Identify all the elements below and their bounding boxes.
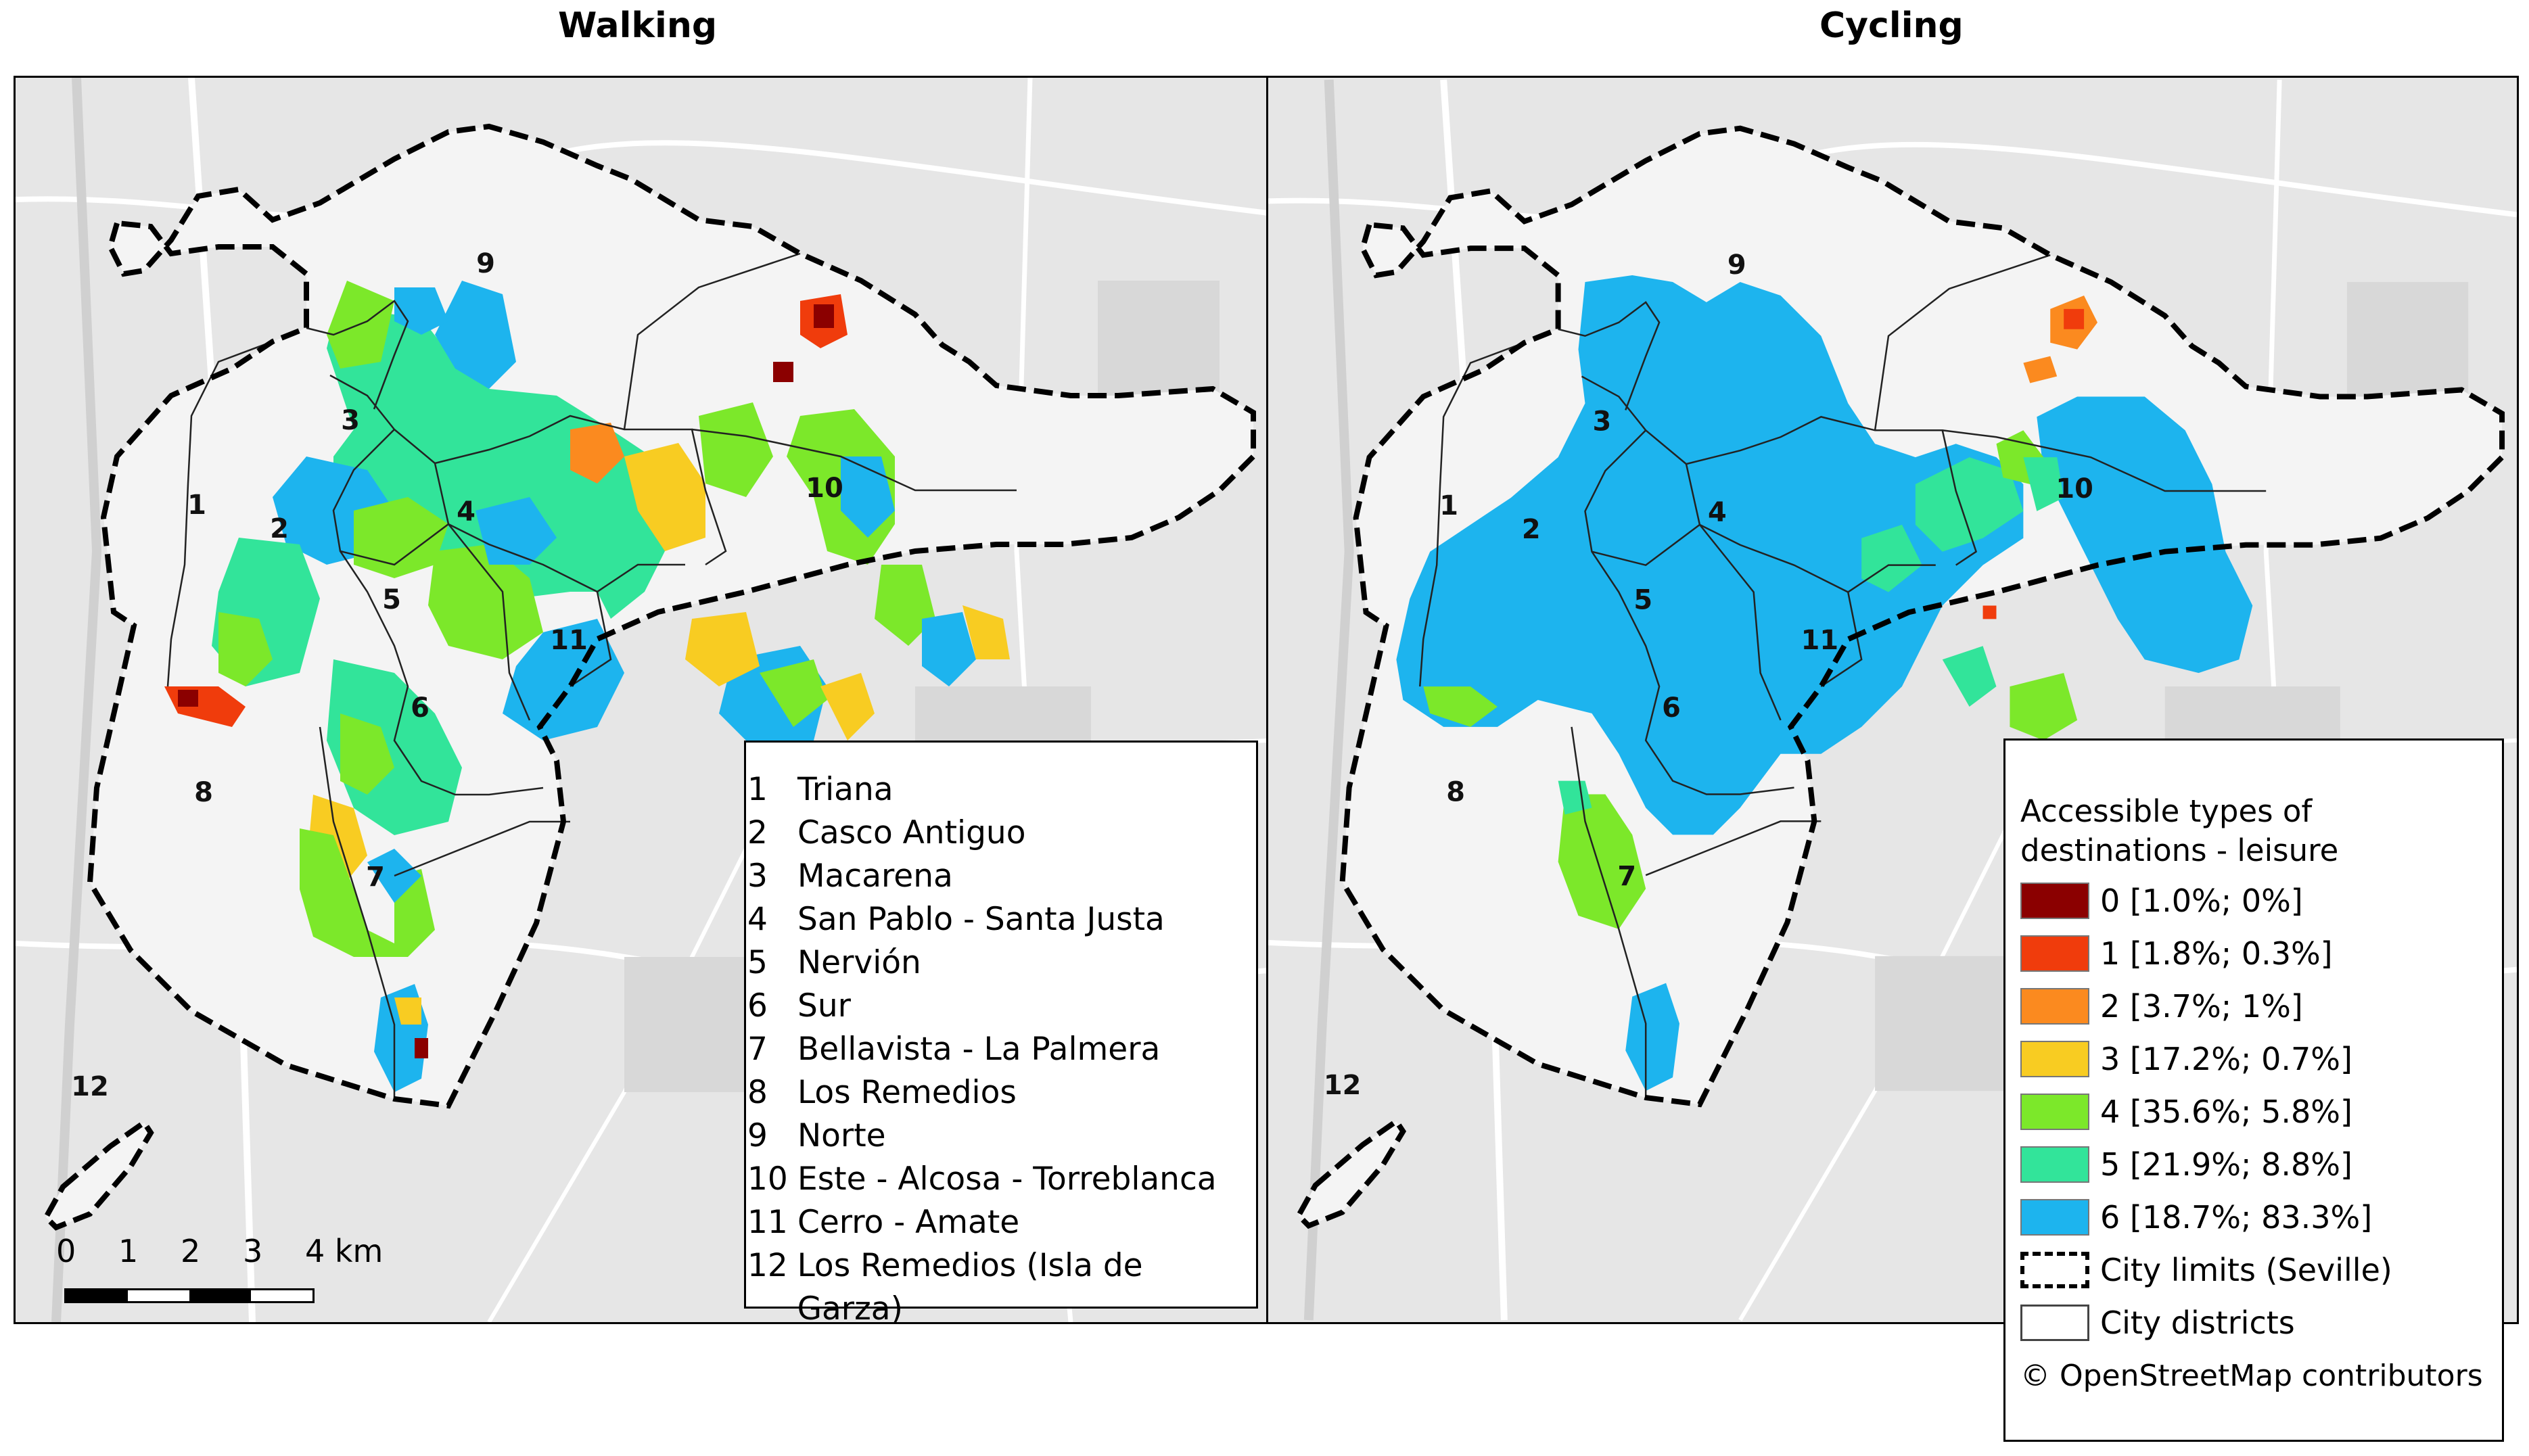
district-number-11: 11 bbox=[1801, 625, 1838, 656]
legend-title-line1: Accessible types of bbox=[2020, 793, 2313, 829]
legend-title-line2: destinations - leisure bbox=[2020, 832, 2339, 868]
legend-item-city-limits: City limits (Seville) bbox=[2020, 1244, 2502, 1296]
list-item: 9 Norte bbox=[747, 1117, 886, 1154]
scale-label-3: 3 bbox=[243, 1233, 263, 1269]
scale-bar-graphic bbox=[64, 1288, 315, 1303]
cycling-map-canvas: 1 2 3 4 5 6 7 8 9 10 11 12 bbox=[1268, 79, 2517, 1321]
legend-item-2: 2 [3.7%; 1%] bbox=[2020, 980, 2502, 1033]
list-item: 2 Casco Antiguo bbox=[747, 814, 1026, 851]
swatch-2 bbox=[2020, 988, 2089, 1025]
list-item: 4 San Pablo - Santa Justa bbox=[747, 901, 1165, 938]
district-number-7: 7 bbox=[366, 862, 385, 893]
district-number-6: 6 bbox=[411, 692, 430, 724]
accessibility-hexbins-cycling bbox=[1396, 275, 2253, 1091]
district-number-3: 3 bbox=[341, 405, 360, 436]
district-number-2: 2 bbox=[1522, 514, 1541, 545]
legend-item-0: 0 [1.0%; 0%] bbox=[2020, 874, 2502, 927]
district-number-1: 1 bbox=[1439, 490, 1458, 521]
district-number-9: 9 bbox=[1727, 250, 1746, 281]
scale-label-2: 2 bbox=[181, 1233, 201, 1269]
map-legend: Accessible types of destinations - leisu… bbox=[2003, 738, 2504, 1442]
district-number-8: 8 bbox=[194, 777, 213, 808]
swatch-4 bbox=[2020, 1094, 2089, 1130]
list-item: 7 Bellavista - La Palmera bbox=[747, 1031, 1161, 1068]
district-number-7: 7 bbox=[1617, 861, 1636, 892]
district-number-10: 10 bbox=[806, 473, 843, 504]
district-list: 1 Triana 2 Casco Antiguo 3 Macarena 4 San Pa… bbox=[744, 741, 1258, 1322]
city-districts-swatch bbox=[2020, 1305, 2089, 1341]
district-number-8: 8 bbox=[1446, 777, 1465, 808]
swatch-5 bbox=[2020, 1146, 2089, 1183]
swatch-6 bbox=[2020, 1199, 2089, 1236]
list-item: 11 Cerro - Amate bbox=[747, 1204, 1020, 1241]
district-number-6: 6 bbox=[1662, 692, 1681, 724]
district-number-12: 12 bbox=[71, 1071, 109, 1102]
legend-item-1: 1 [1.8%; 0.3%] bbox=[2020, 927, 2502, 980]
list-item: 10 Este - Alcosa - Torreblanca bbox=[747, 1160, 1217, 1198]
panel-title-walking: Walking bbox=[558, 5, 718, 46]
swatch-0 bbox=[2020, 883, 2089, 919]
district-numbers: 1 2 3 4 5 6 7 8 9 10 11 12 bbox=[71, 248, 843, 1102]
legend-item-3: 3 [17.2%; 0.7%] bbox=[2020, 1033, 2502, 1085]
scale-label-0: 0 bbox=[56, 1233, 76, 1269]
district-number-2: 2 bbox=[270, 513, 289, 544]
district-number-4: 4 bbox=[1708, 497, 1727, 528]
legend-item-6: 6 [18.7%; 83.3%] bbox=[2020, 1191, 2502, 1244]
district-number-11: 11 bbox=[550, 625, 588, 656]
district-number-5: 5 bbox=[1633, 584, 1652, 615]
district-number-10: 10 bbox=[2056, 473, 2093, 504]
list-item: 8 Los Remedios bbox=[747, 1074, 1017, 1111]
district-number-9: 9 bbox=[476, 248, 495, 279]
scale-label-4km: 4 km bbox=[305, 1233, 384, 1269]
panel-title-cycling: Cycling bbox=[1819, 5, 1964, 46]
walking-map[interactable]: 1 2 3 4 5 6 7 8 9 10 11 12 0 1 2 3 4 km … bbox=[14, 76, 1270, 1324]
city-limits-swatch bbox=[2020, 1252, 2089, 1288]
scale-bar: 0 1 2 3 4 km bbox=[51, 1233, 383, 1314]
list-item: 1 Triana bbox=[747, 771, 894, 808]
list-item: 12 Los Remedios (Isla de Garza) bbox=[747, 1247, 1143, 1324]
district-number-3: 3 bbox=[1593, 406, 1612, 437]
list-item: 6 Sur bbox=[747, 987, 851, 1025]
legend-item-4: 4 [35.6%; 5.8%] bbox=[2020, 1085, 2502, 1138]
swatch-1 bbox=[2020, 935, 2089, 972]
osm-attribution: © OpenStreetMap contributors bbox=[2020, 1358, 2483, 1393]
district-number-4: 4 bbox=[457, 496, 475, 527]
district-number-1: 1 bbox=[187, 490, 206, 521]
swatch-3 bbox=[2020, 1041, 2089, 1077]
district-number-5: 5 bbox=[382, 584, 401, 615]
scale-label-1: 1 bbox=[118, 1233, 139, 1269]
list-item: 3 Macarena bbox=[747, 858, 953, 895]
list-item: 5 Nervión bbox=[747, 944, 921, 981]
legend-item-city-districts: City districts bbox=[2020, 1296, 2502, 1349]
district-numbers: 1 2 3 4 5 6 7 8 9 10 11 12 bbox=[1324, 250, 2093, 1101]
legend-item-5: 5 [21.9%; 8.8%] bbox=[2020, 1138, 2502, 1191]
district-number-12: 12 bbox=[1324, 1070, 1361, 1101]
